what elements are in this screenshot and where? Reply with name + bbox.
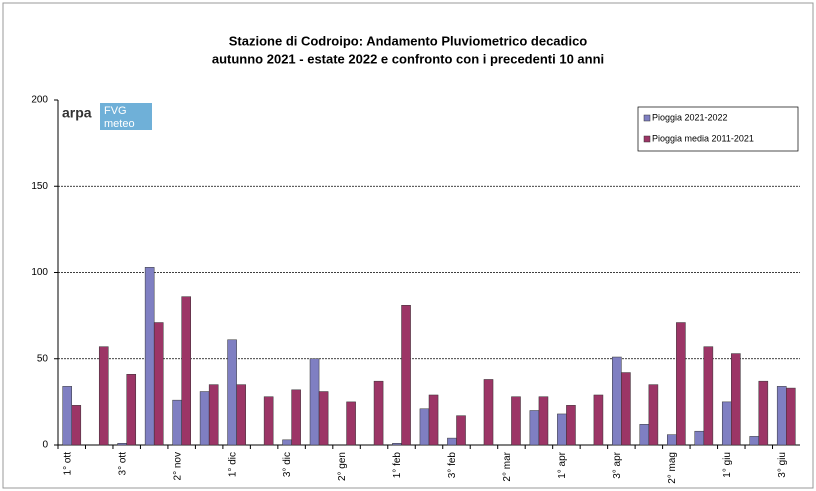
bar (98, 346, 109, 446)
bar (639, 424, 650, 446)
bar (428, 394, 439, 446)
bar (749, 436, 760, 446)
legend-label: Pioggia 2021-2022 (652, 112, 728, 122)
logo-box (100, 103, 152, 130)
x-tick-label: 2° mar (502, 451, 513, 481)
legend-swatch (643, 135, 651, 143)
bar (373, 380, 384, 446)
legend-box (637, 106, 799, 152)
x-tick-label: 1° ott (62, 452, 73, 476)
y-tick-label: 100 (31, 267, 48, 278)
y-tick-label: 150 (31, 181, 48, 192)
x-tick-label: 2° gen (337, 452, 348, 481)
legend-swatch (643, 114, 651, 122)
bar (117, 443, 127, 446)
legend-label: Pioggia media 2011-2021 (652, 133, 754, 143)
y-tick-label: 200 (31, 95, 48, 106)
bar (419, 408, 430, 446)
bar (786, 387, 796, 446)
bar (676, 322, 686, 446)
x-tick-label: 1° dic (227, 452, 238, 477)
bar (181, 296, 191, 446)
bar (721, 401, 732, 446)
bar (483, 379, 494, 446)
bar (236, 384, 246, 446)
bar (593, 394, 604, 446)
bar (557, 413, 567, 446)
bar (447, 437, 457, 446)
bar (538, 396, 549, 446)
bar (667, 434, 677, 446)
bar (208, 384, 219, 446)
bar (71, 405, 82, 446)
bar (346, 401, 356, 446)
bar (776, 386, 787, 446)
bar (172, 399, 182, 446)
bar (263, 396, 274, 446)
x-tick-label: 3° dic (282, 452, 293, 477)
x-tick-label: 3° feb (447, 452, 458, 479)
logo: arpa FVG meteo (62, 103, 152, 130)
bar (731, 353, 741, 446)
bar (648, 384, 659, 446)
bar (144, 267, 155, 446)
bar (694, 430, 705, 446)
bar (511, 396, 521, 446)
bar (126, 374, 137, 446)
x-tick-label: 2° mag (667, 452, 678, 484)
bar (291, 389, 301, 446)
x-tick-label: 3° apr (612, 451, 623, 478)
x-tick-label: 1° feb (392, 452, 403, 479)
bar (309, 358, 320, 446)
bar (529, 410, 540, 446)
bar (282, 439, 292, 446)
bar (703, 346, 714, 446)
bar (62, 386, 72, 446)
bar (758, 380, 769, 446)
chart-subtitle: autunno 2021 - estate 2022 e confronto c… (212, 51, 604, 66)
bar (392, 443, 402, 446)
bar (199, 391, 210, 446)
y-tick-label: 0 (42, 440, 48, 451)
logo-left: arpa (62, 105, 92, 121)
x-tick-label: 2° nov (172, 452, 183, 480)
x-tick-label: 1° giu (722, 452, 733, 478)
bar (318, 391, 329, 446)
y-tick-label: 50 (37, 353, 49, 364)
bar (566, 405, 576, 446)
chart-title: Stazione di Codroipo: Andamento Pluviome… (229, 33, 588, 48)
bar (227, 339, 237, 446)
bar (456, 415, 466, 446)
logo-top: FVG (104, 105, 127, 117)
bar (621, 372, 631, 446)
bar (153, 322, 164, 446)
logo-bottom: meteo (104, 118, 135, 130)
x-tick-label: 3° ott (117, 452, 128, 476)
bar (401, 305, 411, 446)
x-tick-label: 3° giu (777, 452, 788, 478)
bar (612, 356, 622, 446)
x-tick-label: 1° apr (557, 451, 568, 478)
